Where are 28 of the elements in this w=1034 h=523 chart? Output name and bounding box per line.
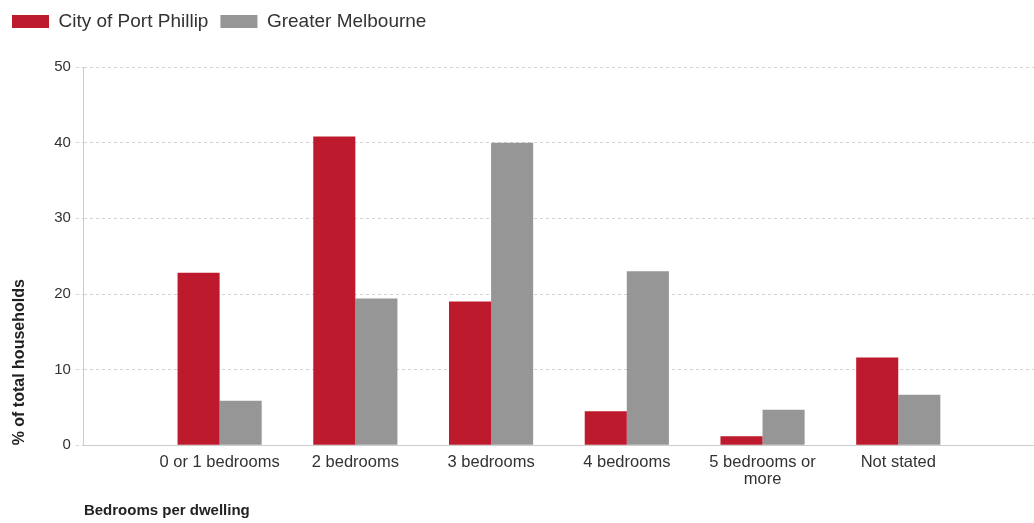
- bar: [355, 298, 398, 445]
- y-tick-label: 30: [54, 208, 71, 226]
- bar: [449, 301, 492, 445]
- bar: [898, 394, 941, 445]
- bar: [177, 272, 220, 445]
- bar: [219, 400, 262, 445]
- y-tick-label: 0: [62, 435, 71, 453]
- x-tick-label: 3 bedrooms: [447, 451, 535, 470]
- y-tick-label: 40: [54, 132, 71, 150]
- bar: [720, 436, 763, 445]
- bar: [313, 136, 356, 445]
- bar: [626, 271, 669, 445]
- bar: [491, 142, 534, 445]
- y-tick-label: 10: [54, 359, 71, 377]
- x-tick-label: 4 bedrooms: [583, 451, 671, 470]
- x-axis-title: Bedrooms per dwelling: [83, 501, 250, 519]
- x-tick-label: Not stated: [860, 451, 936, 470]
- bar: [856, 357, 899, 445]
- x-tick-label: 5 bedrooms or more: [709, 451, 817, 487]
- bar: [584, 411, 627, 445]
- y-tick-label: 20: [54, 284, 71, 302]
- x-tick-label: 0 or 1 bedrooms: [159, 451, 280, 470]
- legend-label: Greater Melbourne: [266, 9, 427, 31]
- y-tick-label: 50: [54, 57, 71, 75]
- bar: [762, 409, 805, 445]
- y-axis-title: % of total households: [10, 279, 28, 446]
- x-tick-label: 2 bedrooms: [311, 451, 399, 470]
- legend-label: City of Port Phillip: [58, 9, 209, 31]
